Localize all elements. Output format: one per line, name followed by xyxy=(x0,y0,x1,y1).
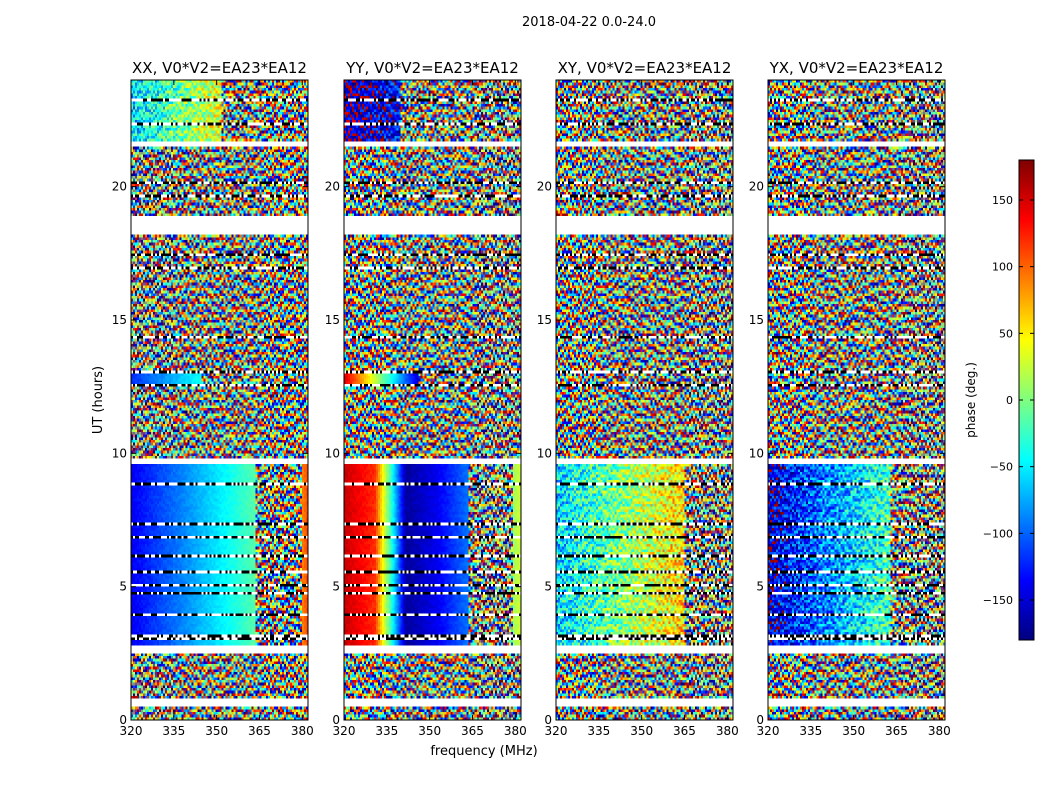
x-tick-label: 335 xyxy=(162,724,185,738)
x-tick-label: 380 xyxy=(716,724,739,738)
y-tick-label: 20 xyxy=(112,180,127,194)
y-tick-label: 5 xyxy=(544,580,552,594)
x-tick-label: 335 xyxy=(587,724,610,738)
colorbar-tick-label: 150 xyxy=(992,194,1013,207)
x-tick-label: 365 xyxy=(885,724,908,738)
y-tick-label: 0 xyxy=(544,713,552,727)
heatmap-image xyxy=(556,80,733,720)
y-tick-label: 5 xyxy=(119,580,127,594)
y-tick-label: 20 xyxy=(537,180,552,194)
x-tick-label: 350 xyxy=(842,724,865,738)
x-tick-label: 320 xyxy=(120,724,143,738)
y-tick-label: 10 xyxy=(325,446,340,460)
y-tick-label: 10 xyxy=(537,446,552,460)
y-tick-label: 15 xyxy=(749,313,764,327)
x-tick-label: 320 xyxy=(545,724,568,738)
y-axis-label: UT (hours) xyxy=(91,366,106,434)
x-tick-label: 320 xyxy=(757,724,780,738)
heatmap-image xyxy=(131,80,308,720)
panel-3: YX, V0*V2=EA23*EA12 320 335 350 365 380 0 5 10 15… xyxy=(749,59,951,738)
panel-title: YX, V0*V2=EA23*EA12 xyxy=(769,59,944,77)
y-tick-label: 5 xyxy=(332,580,340,594)
colorbar-tick-label: −50 xyxy=(990,461,1013,474)
x-tick-label: 365 xyxy=(673,724,696,738)
figure-suptitle: 2018-04-22 0.0-24.0 xyxy=(522,15,656,30)
heatmap-image xyxy=(768,80,945,720)
x-tick-label: 320 xyxy=(333,724,356,738)
x-tick-label: 335 xyxy=(799,724,822,738)
y-tick-label: 0 xyxy=(119,713,127,727)
plot-frame xyxy=(130,79,309,721)
x-tick-label: 380 xyxy=(504,724,527,738)
x-axis-label: frequency (MHz) xyxy=(430,744,537,759)
y-tick-label: 20 xyxy=(325,180,340,194)
colorbar: −150 −100 −50 0 50 100 150 phase (deg.) xyxy=(964,159,1035,641)
y-tick-label: 5 xyxy=(756,580,764,594)
panel-title: XY, V0*V2=EA23*EA12 xyxy=(558,59,732,77)
x-tick-label: 380 xyxy=(291,724,314,738)
colorbar-tick-label: −150 xyxy=(983,594,1013,607)
x-tick-label: 350 xyxy=(205,724,228,738)
panel-title: XX, V0*V2=EA23*EA12 xyxy=(132,59,307,77)
x-tick-label: 350 xyxy=(630,724,653,738)
y-tick-label: 0 xyxy=(332,713,340,727)
heatmap-image xyxy=(344,80,521,720)
x-tick-label: 350 xyxy=(418,724,441,738)
panel-0: XX, V0*V2=EA23*EA12 320 335 350 365 380 0 5 10 15… xyxy=(112,59,314,738)
colorbar-tick-label: 0 xyxy=(1006,394,1013,407)
y-tick-label: 10 xyxy=(749,446,764,460)
y-tick-label: 20 xyxy=(749,180,764,194)
x-tick-label: 365 xyxy=(461,724,484,738)
x-tick-label: 335 xyxy=(375,724,398,738)
panel-title: YY, V0*V2=EA23*EA12 xyxy=(345,59,519,77)
panel-1: YY, V0*V2=EA23*EA12 320 335 350 365 380 0 5 10 15… xyxy=(325,59,527,738)
colorbar-tick-label: −100 xyxy=(983,527,1013,540)
y-tick-label: 15 xyxy=(325,313,340,327)
colorbar-tick-label: 50 xyxy=(999,327,1013,340)
plot-frame xyxy=(767,79,946,721)
colorbar-label: phase (deg.) xyxy=(964,362,978,438)
y-tick-label: 15 xyxy=(537,313,552,327)
colorbar-tick-label: 100 xyxy=(992,261,1013,274)
plot-frame xyxy=(343,79,522,721)
panel-2: XY, V0*V2=EA23*EA12 320 335 350 365 380 0 5 10 15… xyxy=(537,59,739,738)
x-tick-label: 365 xyxy=(248,724,271,738)
panels: XX, V0*V2=EA23*EA12 320 335 350 365 380 0 5 10 15… xyxy=(112,59,951,738)
y-tick-label: 0 xyxy=(756,713,764,727)
y-tick-label: 15 xyxy=(112,313,127,327)
x-tick-label: 380 xyxy=(928,724,951,738)
plot-frame xyxy=(555,79,734,721)
y-tick-label: 10 xyxy=(112,446,127,460)
